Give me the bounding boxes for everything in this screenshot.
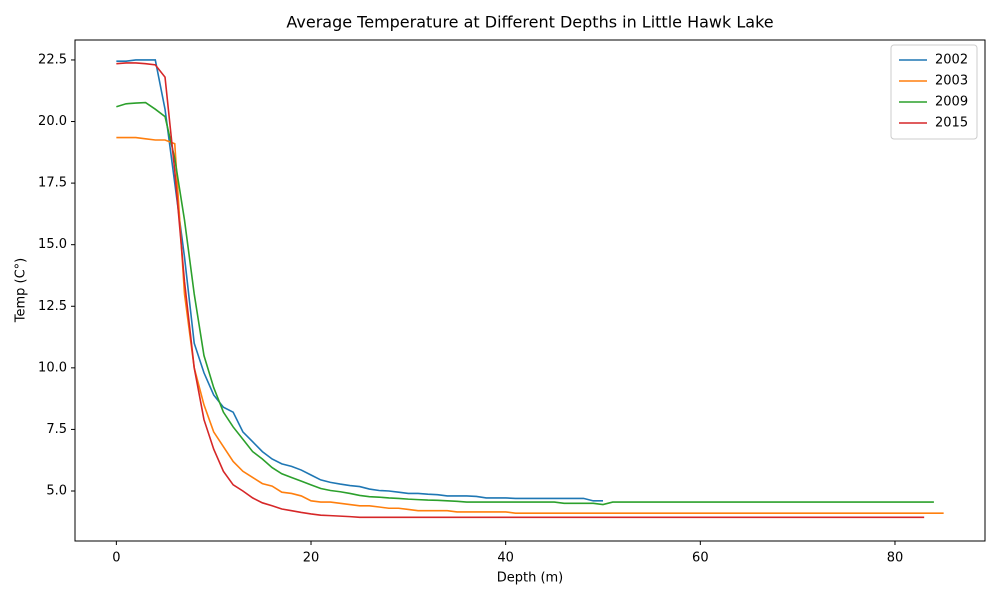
legend-label: 2003 <box>935 74 968 89</box>
x-tick-label: 20 <box>303 551 320 566</box>
line-series <box>116 101 934 506</box>
y-tick-label: 12.5 <box>38 299 67 314</box>
legend-label: 2015 <box>935 116 968 131</box>
y-tick-label: 5.0 <box>46 483 67 498</box>
plot-frame <box>74 39 986 542</box>
y-tick-label: 10.0 <box>38 360 67 375</box>
line-series <box>116 136 944 514</box>
chart-title: Average Temperature at Different Depths … <box>286 13 773 32</box>
legend-label: 2009 <box>935 95 968 110</box>
x-tick-label: 80 <box>887 551 904 566</box>
x-tick-label: 40 <box>497 551 514 566</box>
y-tick-label: 20.0 <box>38 114 67 129</box>
line-series <box>116 62 925 519</box>
y-tick-label: 17.5 <box>38 176 67 191</box>
x-axis-label: Depth (m) <box>497 571 564 586</box>
x-tick-label: 60 <box>692 551 709 566</box>
y-tick-label: 22.5 <box>38 52 67 67</box>
legend-label: 2002 <box>935 53 968 68</box>
y-tick-label: 7.5 <box>46 422 67 437</box>
x-tick-label: 0 <box>112 551 120 566</box>
legend-box <box>890 44 978 140</box>
y-tick-label: 15.0 <box>38 237 67 252</box>
y-axis-label: Temp (C°) <box>14 258 29 324</box>
line-series <box>116 59 603 502</box>
